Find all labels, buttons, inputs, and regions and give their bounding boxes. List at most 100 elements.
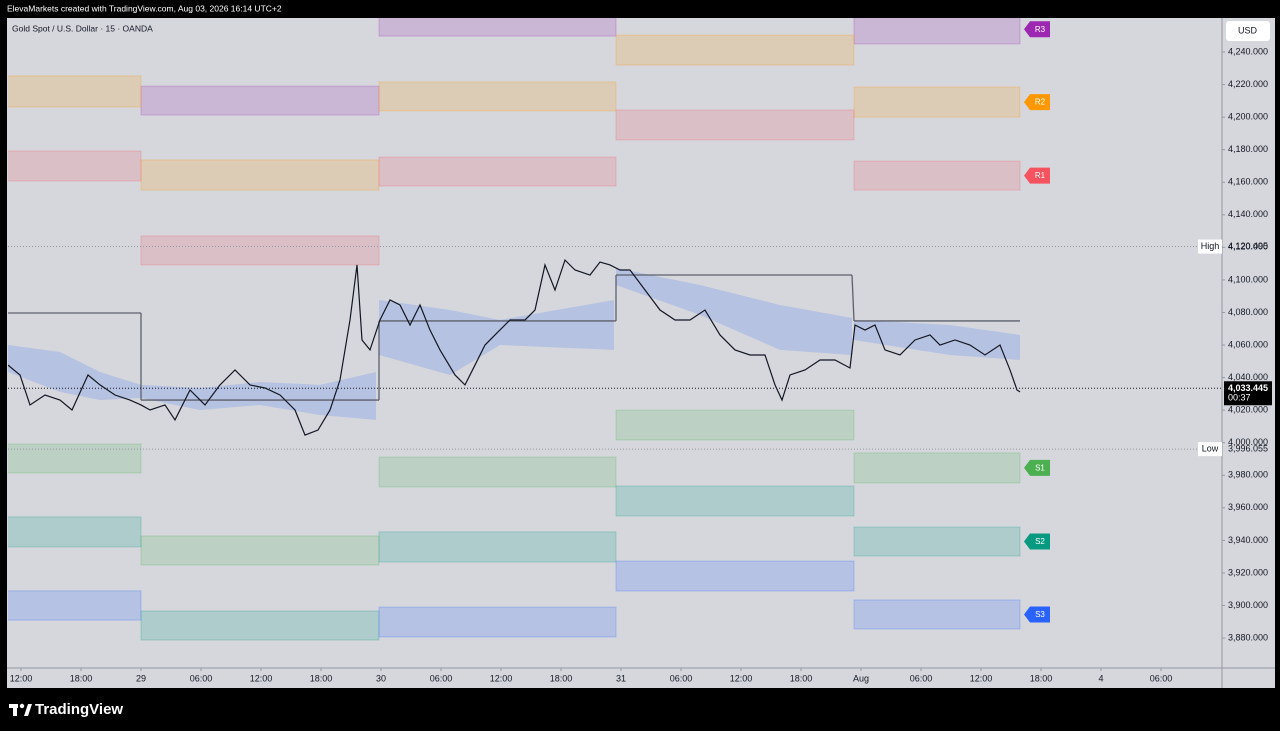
- y-tick-label: 3,940.000: [1228, 535, 1268, 545]
- marker-name-box: [1198, 442, 1222, 457]
- x-tick-label: 06:00: [1150, 673, 1173, 683]
- last-price: 4,033.445: [1228, 383, 1268, 393]
- pivot-zone: [140, 610, 380, 641]
- session-open-step: [851, 275, 855, 321]
- y-tick-label: 4,020.000: [1228, 405, 1268, 415]
- y-tick-label: 4,060.000: [1228, 339, 1268, 349]
- y-tick-label: 4,100.000: [1228, 274, 1268, 284]
- pivot-zone: [853, 599, 1021, 630]
- pivot-label: S1: [1035, 464, 1045, 473]
- y-tick-label: 4,080.000: [1228, 307, 1268, 317]
- x-tick-label: 29: [136, 673, 146, 683]
- pivot-zone: [8, 443, 142, 474]
- pivot-zone: [140, 159, 380, 191]
- x-tick-label: 12:00: [10, 673, 33, 683]
- y-tick-label: 4,220.000: [1228, 79, 1268, 89]
- pivot-zone: [378, 156, 617, 187]
- x-tick-label: 31: [616, 673, 626, 683]
- y-tick-label: 3,900.000: [1228, 600, 1268, 610]
- currency-box[interactable]: [1226, 21, 1270, 41]
- marker-name: High: [1201, 241, 1220, 251]
- pivot-label: R2: [1035, 98, 1046, 107]
- x-tick-label: 30: [376, 673, 386, 683]
- pivot-zone: [853, 86, 1021, 118]
- x-tick-label: Aug: [853, 673, 869, 683]
- x-tick-label: 12:00: [490, 673, 513, 683]
- pivot-zone: [378, 18, 617, 37]
- chart-area: [7, 18, 1275, 688]
- chart-title: Gold Spot / U.S. Dollar · 15 · OANDA: [12, 23, 153, 33]
- pivot-zone: [378, 606, 617, 638]
- x-tick-label: 12:00: [970, 673, 993, 683]
- pivot-label: R1: [1035, 171, 1046, 180]
- x-tick-label: 12:00: [250, 673, 273, 683]
- x-tick-label: 06:00: [430, 673, 453, 683]
- y-tick-label: 4,120.000: [1228, 242, 1268, 252]
- x-tick-label: 06:00: [190, 673, 213, 683]
- footer-brand: TradingView: [35, 701, 123, 718]
- x-tick-label: 18:00: [1030, 673, 1053, 683]
- x-tick-label: 18:00: [70, 673, 93, 683]
- x-tick-label: 18:00: [550, 673, 573, 683]
- x-tick-label: 06:00: [670, 673, 693, 683]
- pivot-zone: [853, 452, 1021, 484]
- x-tick-label: 06:00: [910, 673, 933, 683]
- pivot-zone: [8, 150, 142, 182]
- price-line: [8, 258, 1021, 436]
- header-text: ElevaMarkets created with TradingView.co…: [7, 3, 282, 13]
- pivot-tag: [1024, 533, 1050, 550]
- pivot-tag: [1024, 21, 1050, 38]
- vwap-band: [616, 268, 852, 355]
- pivot-tag: [1024, 606, 1050, 623]
- y-tick-label: 3,880.000: [1228, 632, 1268, 642]
- marker-name-box: [1198, 239, 1222, 254]
- pivot-zone: [853, 526, 1021, 557]
- pivot-zone: [378, 456, 617, 488]
- pivot-tag: [1024, 167, 1050, 184]
- vwap-band: [8, 345, 376, 420]
- pivot-zone: [615, 560, 855, 592]
- pivot-zone: [378, 531, 617, 563]
- vwap-band: [379, 299, 614, 375]
- pivot-label: S2: [1035, 537, 1045, 546]
- x-tick-label: 18:00: [310, 673, 333, 683]
- y-tick-label: 4,200.000: [1228, 112, 1268, 122]
- currency: USD: [1238, 25, 1258, 35]
- pivot-zone: [140, 235, 380, 266]
- y-tick-label: 4,240.000: [1228, 46, 1268, 56]
- x-tick-label: 4: [1098, 673, 1103, 683]
- pivot-label: S3: [1035, 610, 1045, 619]
- plot-area: [8, 18, 1021, 641]
- pivot-tag: [1024, 459, 1050, 476]
- pivot-zone: [8, 75, 142, 108]
- y-tick-label: 4,040.000: [1228, 372, 1268, 382]
- pivot-zone: [8, 590, 142, 621]
- pivot-zone: [140, 535, 380, 566]
- marker-name: Low: [1202, 444, 1219, 454]
- tradingview-logo: [9, 703, 32, 716]
- y-tick-label: 3,980.000: [1228, 470, 1268, 480]
- pivot-tag: [1024, 94, 1050, 111]
- pivot-zone: [615, 409, 855, 441]
- pivot-zone: [853, 160, 1021, 191]
- pivot-zone: [615, 34, 855, 66]
- countdown: 00:37: [1228, 393, 1251, 403]
- pivot-zone: [615, 109, 855, 141]
- y-tick-label: 4,000.000: [1228, 437, 1268, 447]
- pivot-zone: [8, 516, 142, 548]
- y-tick-label: 4,160.000: [1228, 177, 1268, 187]
- x-tick-label: 12:00: [730, 673, 753, 683]
- y-tick-label: 3,920.000: [1228, 567, 1268, 577]
- pivot-label: R3: [1035, 25, 1046, 34]
- pivot-zone: [140, 85, 380, 116]
- marker-value: 4,120.495: [1228, 241, 1268, 251]
- last-price-box: [1224, 381, 1272, 406]
- y-tick-label: 3,960.000: [1228, 502, 1268, 512]
- pivot-zone: [615, 485, 855, 517]
- y-tick-label: 4,140.000: [1228, 209, 1268, 219]
- pivot-zone: [378, 81, 617, 112]
- x-tick-label: 18:00: [790, 673, 813, 683]
- y-tick-label: 4,180.000: [1228, 144, 1268, 154]
